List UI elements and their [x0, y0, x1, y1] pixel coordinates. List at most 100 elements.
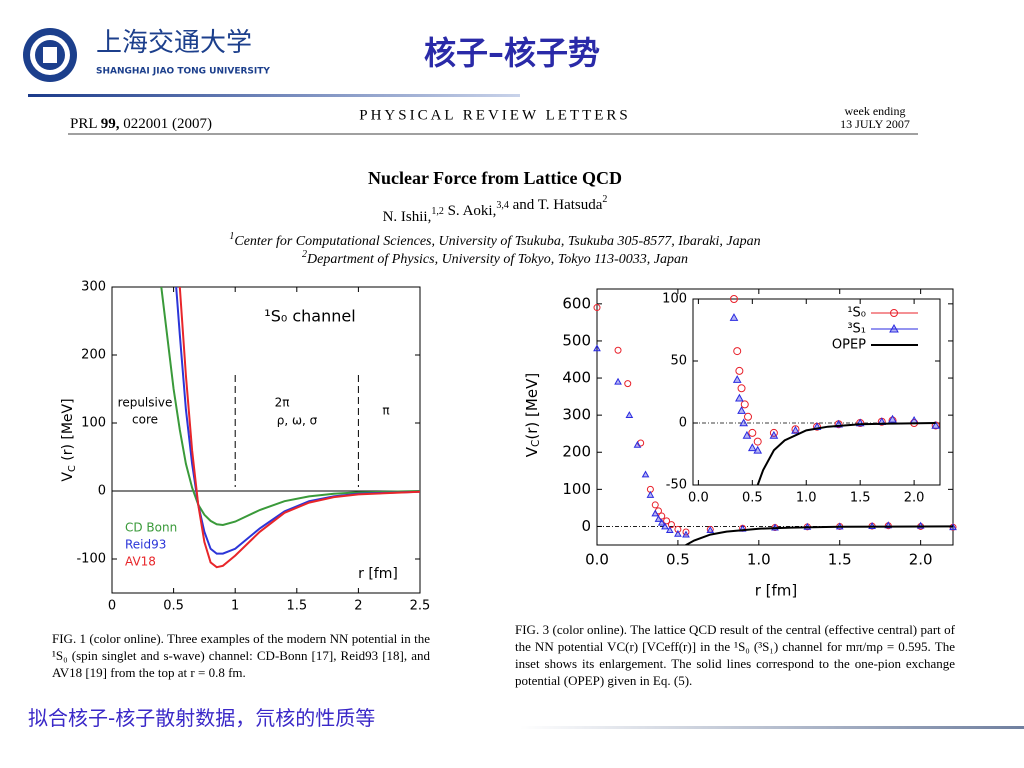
- data-point: [654, 514, 663, 522]
- y-tick-label: 0: [98, 484, 106, 499]
- y-tick-label: 100: [562, 480, 591, 498]
- paper-ref: PRL 99, 022001 (2007): [70, 116, 212, 132]
- data-point: [740, 400, 749, 409]
- data-point: [633, 440, 642, 448]
- week-label: week ending: [845, 104, 906, 118]
- data-point: [729, 313, 739, 321]
- data-point: [665, 526, 674, 534]
- curve: [175, 287, 420, 555]
- logo: 上海交通大学 SHANGHAI JIAO TONG UNIVERSITY: [23, 28, 270, 82]
- data-point: [674, 525, 682, 533]
- data-point: [737, 384, 746, 393]
- x-tick-label: 1.0: [796, 491, 817, 506]
- data-point: [744, 412, 753, 421]
- data-point: [748, 428, 757, 437]
- data-point: [733, 347, 742, 356]
- data-point: [624, 380, 632, 388]
- x-tick-label: 0.5: [666, 551, 690, 569]
- legend-label: CD Bonn: [125, 521, 177, 535]
- y-tick-label: 100: [662, 292, 687, 307]
- y-tick-label: 500: [562, 331, 591, 349]
- data-point: [791, 425, 800, 434]
- y-tick-label: 100: [81, 416, 106, 431]
- data-point: [641, 470, 650, 478]
- data-point: [735, 393, 744, 402]
- x-tick-label: 1.5: [286, 599, 307, 614]
- x-axis-label: r [fm]: [358, 566, 398, 582]
- x-tick-label: 1: [231, 599, 239, 614]
- y-axis-label: VC(r) [MeV]: [523, 373, 543, 457]
- author-sup: 1,2: [431, 206, 444, 217]
- x-tick-label: 0.5: [742, 491, 763, 506]
- header-rule: [28, 94, 520, 97]
- data-point: [888, 414, 897, 423]
- data-point: [706, 526, 715, 534]
- y-label-main: V: [523, 446, 541, 457]
- legend-symbol: [889, 323, 899, 333]
- y-tick-label: 400: [562, 369, 591, 387]
- x-tick-label: 1.5: [850, 491, 871, 506]
- y-tick-label: 50: [670, 354, 687, 369]
- legend-label: Reid93: [125, 538, 166, 552]
- y-tick-label: 0: [581, 517, 591, 535]
- figure-caption: FIG. 3 (color online). The lattice QCD r…: [515, 622, 955, 688]
- annotation: ¹S₀ channel: [264, 307, 355, 326]
- data-point: [931, 420, 941, 429]
- slide-title: 核子–核子势: [424, 34, 600, 72]
- plot-frame: [111, 286, 421, 594]
- affiliation: 1Center for Computational Sciences, Univ…: [229, 231, 760, 249]
- data-point: [769, 430, 779, 439]
- annotation: ρ, ω, σ: [277, 414, 318, 428]
- legend-symbol: [890, 309, 898, 317]
- data-point: [742, 430, 752, 439]
- data-point: [737, 406, 746, 414]
- y-tick-label: 600: [562, 294, 591, 312]
- data-point: [729, 295, 738, 303]
- y-label-rest: (r) [MeV]: [523, 373, 541, 440]
- y-tick-label: 0: [679, 416, 687, 431]
- affiliation-text: Department of Physics, University of Tok…: [306, 252, 688, 267]
- x-tick-label: 2.5: [410, 599, 431, 614]
- y-label-rest: (r) [MeV]: [60, 398, 76, 465]
- y-tick-label: -50: [666, 478, 687, 493]
- affiliation: 2Department of Physics, University of To…: [302, 249, 688, 267]
- opep-curve: [756, 422, 936, 485]
- author-sup: 3,4: [496, 200, 509, 211]
- ref-journal: PRL: [70, 116, 97, 132]
- y-tick-label: 200: [562, 443, 591, 461]
- x-tick-label: 0.0: [585, 551, 609, 569]
- author-name: S. Aoki,: [444, 203, 497, 219]
- data-point: [593, 304, 601, 312]
- legend-label: AV18: [125, 555, 156, 569]
- data-point: [753, 445, 763, 454]
- data-point: [732, 375, 742, 383]
- data-point: [661, 522, 669, 530]
- y-tick-label: 300: [81, 280, 106, 295]
- logo-cn: 上海交通大学: [96, 28, 252, 57]
- affiliation-text: Center for Computational Sciences, Unive…: [234, 234, 760, 249]
- author-sup: 2: [602, 194, 607, 205]
- data-point: [646, 490, 655, 498]
- ref-rest: 022001 (2007): [123, 116, 212, 132]
- data-point: [674, 529, 682, 537]
- data-point: [753, 437, 762, 446]
- y-label-sub: C: [67, 465, 78, 472]
- annotation: π: [382, 404, 389, 418]
- data-point: [682, 528, 690, 536]
- y-tick-label: 300: [562, 406, 591, 424]
- data-point: [735, 366, 744, 375]
- footer-rule: [520, 726, 1024, 729]
- y-tick-label: -100: [76, 552, 106, 567]
- curve: [178, 287, 420, 569]
- data-point: [593, 344, 601, 352]
- x-tick-label: 1.0: [747, 551, 771, 569]
- journal-name: PHYSICAL REVIEW LETTERS: [359, 107, 631, 123]
- legend-label: ¹S₀: [847, 306, 866, 321]
- y-tick-label: 200: [81, 348, 106, 363]
- data-point: [747, 443, 757, 452]
- x-tick-label: 0.5: [163, 599, 184, 614]
- week-date: 13 JULY 2007: [840, 117, 910, 131]
- opep-curve: [684, 525, 953, 545]
- legend-label: ³S₁: [847, 322, 866, 337]
